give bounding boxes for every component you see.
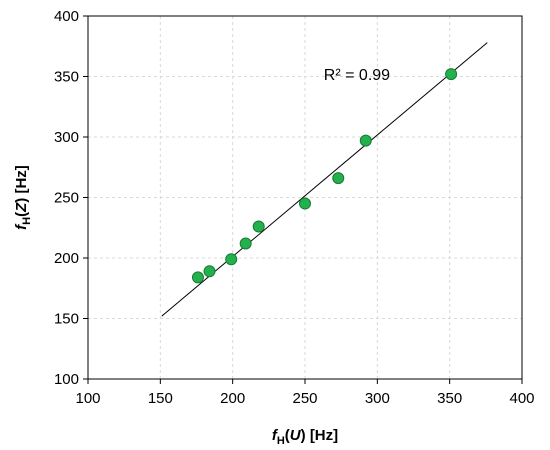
data-point [226,254,237,265]
grid [88,16,522,379]
y-tick-label: 400 [54,8,79,25]
x-axis-label-sub: H [277,435,285,447]
x-tick-label: 350 [437,390,462,407]
y-axis-label-sub: H [21,217,33,225]
r-squared-annotation: R² = 0.99 [324,67,390,84]
x-tick-label: 400 [509,390,534,407]
x-tick-label: 250 [292,390,317,407]
x-axis-label-unit: [Hz] [310,427,338,444]
data-points [192,69,456,283]
x-tick-label: 100 [75,390,100,407]
data-point [333,173,344,184]
data-point [300,198,311,209]
y-axis-label: fH(Z) [Hz] [13,165,33,230]
data-point [204,266,215,277]
data-point [240,238,251,249]
x-tick-label: 300 [365,390,390,407]
data-point [253,221,264,232]
x-axis-label: fH(U) [Hz] [272,427,338,447]
y-tick-label: 100 [54,371,79,388]
y-axis-label-unit: [Hz] [13,165,30,193]
data-point [360,135,371,146]
x-tick-label: 150 [148,390,173,407]
y-tick-label: 250 [54,190,79,207]
x-axis-ticks: 100 150 200 250 300 350 400 [75,379,534,407]
x-tick-label: 200 [220,390,245,407]
y-axis-ticks: 100 150 200 250 300 350 400 [54,8,88,388]
y-tick-label: 300 [54,129,79,146]
y-tick-label: 350 [54,69,79,86]
y-tick-label: 150 [54,311,79,328]
y-tick-label: 200 [54,250,79,267]
data-point [192,272,203,283]
data-point [446,69,457,80]
